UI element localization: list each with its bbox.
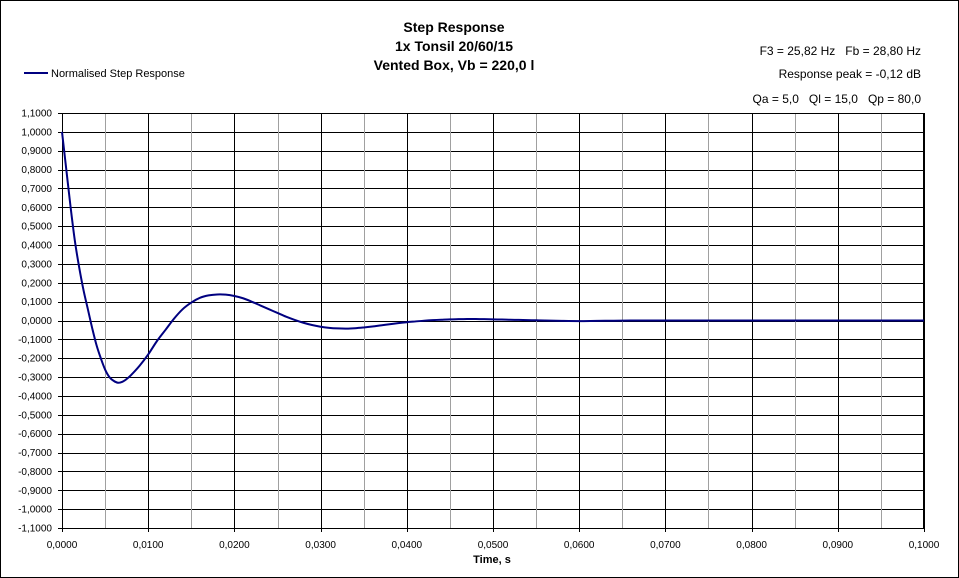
y-axis-ticks: 1,1000 1,0000 0,9000 0,8000 0,7000 0,6000 0,50…: [18, 109, 62, 535]
x-axis-ticks: 0,0000 0,0100 0,0200 0,0300 0,0400 0,0500 0,06…: [47, 528, 940, 551]
y-tick-label: 0,9000: [21, 146, 52, 157]
y-tick-label: -1,1000: [18, 524, 52, 535]
chart-title-line-2: 1x Tonsil 20/60/15: [395, 38, 513, 54]
y-tick-label: -0,2000: [18, 354, 52, 365]
y-tick-label: 0,6000: [21, 203, 52, 214]
info-frequency: F3 = 25,82 Hz Fb = 28,80 Hz: [760, 44, 921, 58]
y-tick-label: -0,1000: [18, 335, 52, 346]
y-tick-label: -0,8000: [18, 467, 52, 478]
parameter-info-group: F3 = 25,82 Hz Fb = 28,80 Hz Response pea…: [753, 44, 922, 106]
y-tick-label: 0,3000: [21, 259, 52, 270]
y-tick-label: -1,0000: [18, 505, 52, 516]
y-tick-label: -0,4000: [18, 391, 52, 402]
x-tick-label: 0,0300: [305, 540, 336, 551]
chart-title-line-3: Vented Box, Vb = 220,0 l: [374, 57, 535, 73]
x-tick-label: 0,0700: [650, 540, 681, 551]
x-axis-label: Time, s: [473, 554, 511, 566]
series-group: [61, 131, 924, 384]
legend-label: Normalised Step Response: [51, 68, 185, 80]
x-tick-label: 0,0900: [823, 540, 854, 551]
info-q-values: Qa = 5,0 Ql = 15,0 Qp = 80,0: [753, 92, 922, 106]
y-tick-label: -0,7000: [18, 448, 52, 459]
series-line-normalised-step-response: [61, 131, 924, 384]
legend: Normalised Step Response: [24, 68, 185, 80]
x-tick-label: 0,0500: [478, 540, 509, 551]
x-tick-label: 0,1000: [909, 540, 940, 551]
x-tick-label: 0,0200: [219, 540, 250, 551]
x-tick-label: 0,0800: [736, 540, 767, 551]
grid-lines: [62, 113, 925, 529]
y-tick-label: 0,8000: [21, 165, 52, 176]
x-tick-label: 0,0100: [133, 540, 164, 551]
y-tick-label: -0,6000: [18, 429, 52, 440]
y-tick-label: -0,5000: [18, 410, 52, 421]
y-tick-label: 0,0000: [21, 316, 52, 327]
y-tick-label: 0,4000: [21, 241, 52, 252]
x-tick-label: 0,0600: [564, 540, 595, 551]
y-tick-label: -0,3000: [18, 373, 52, 384]
y-tick-label: 0,2000: [21, 278, 52, 289]
y-tick-label: 0,1000: [21, 297, 52, 308]
chart-title-group: Step Response 1x Tonsil 20/60/15 Vented …: [374, 19, 535, 73]
y-tick-label: 1,1000: [21, 109, 52, 120]
x-tick-label: 0,0400: [392, 540, 423, 551]
chart-title-line-1: Step Response: [403, 19, 504, 35]
y-tick-label: 0,7000: [21, 184, 52, 195]
y-tick-label: 1,0000: [21, 127, 52, 138]
x-tick-label: 0,0000: [47, 540, 78, 551]
y-tick-label: -0,9000: [18, 486, 52, 497]
y-tick-label: 0,5000: [21, 222, 52, 233]
info-response-peak: Response peak = -0,12 dB: [779, 67, 921, 81]
